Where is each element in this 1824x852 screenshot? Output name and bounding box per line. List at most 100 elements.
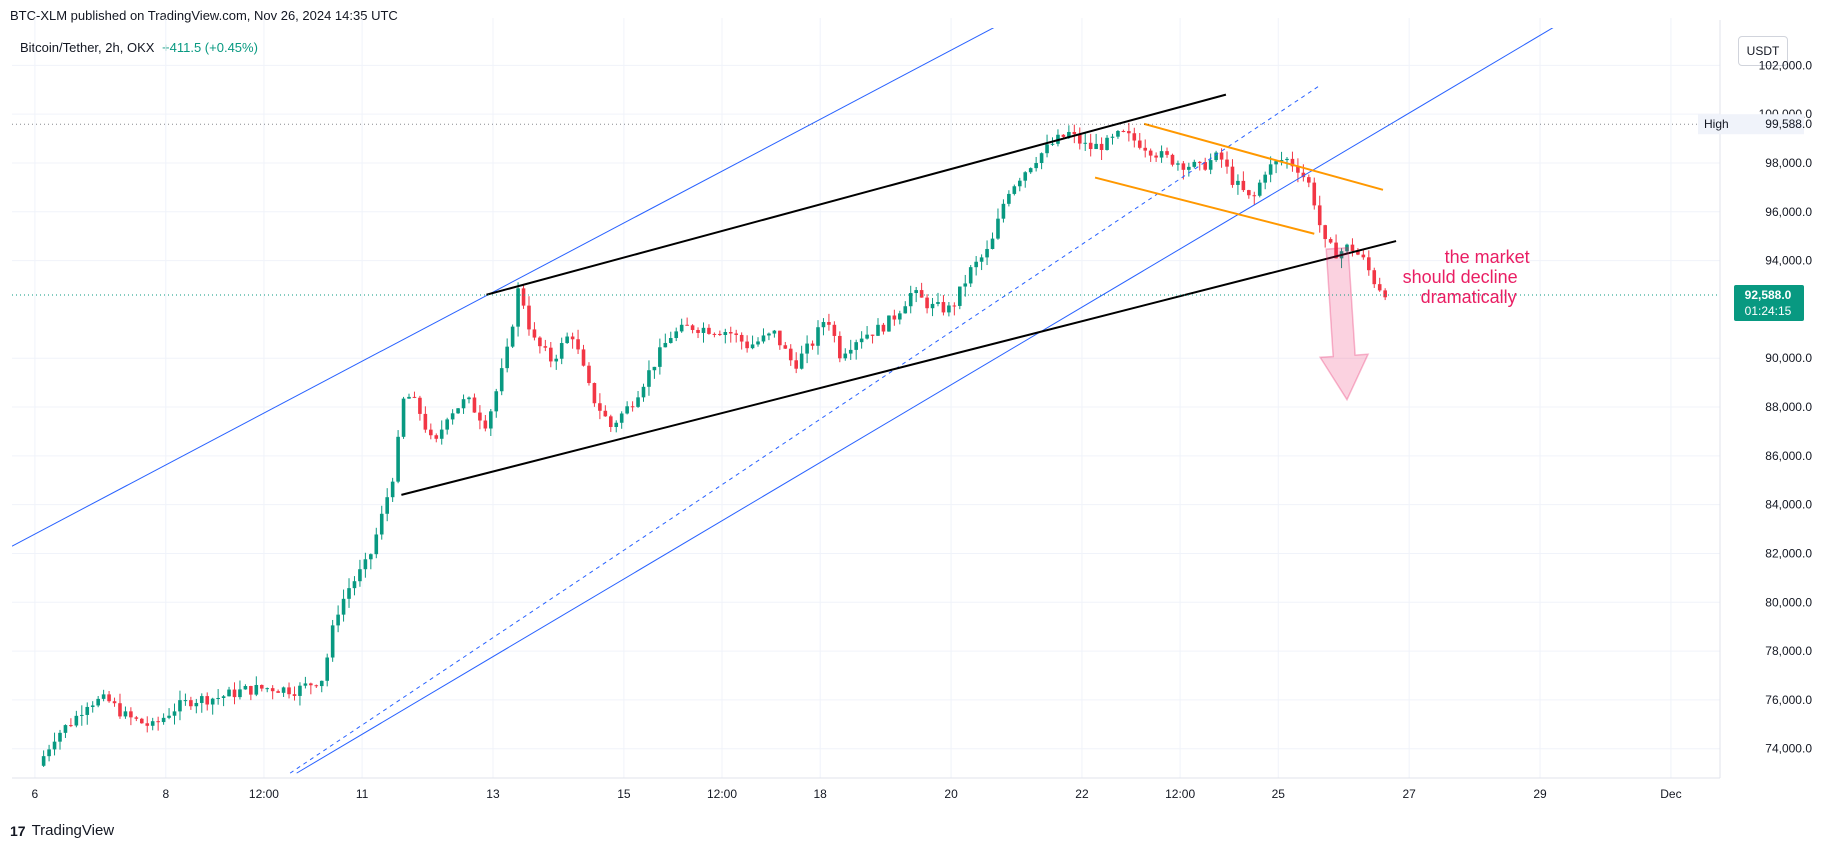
y-tick-label: 90,000.0 xyxy=(1765,351,1812,365)
candle-body xyxy=(439,429,444,439)
candle-body xyxy=(221,696,226,698)
candle-body xyxy=(270,688,275,692)
candle-body xyxy=(1154,155,1158,158)
candle-body xyxy=(1170,154,1175,165)
candle-body xyxy=(292,694,297,696)
candle-body xyxy=(41,756,46,766)
candle-body xyxy=(303,683,308,686)
candle-body xyxy=(1274,161,1278,165)
candle-body xyxy=(172,711,177,716)
candle-body xyxy=(570,336,575,340)
symbol-legend: Bitcoin/Tether, 2h, OKX +411.5 (+0.45%) xyxy=(20,40,258,55)
candle-body xyxy=(483,420,488,429)
candle-body xyxy=(1307,177,1311,183)
candle-body xyxy=(1268,164,1273,175)
candle-body xyxy=(1099,143,1104,150)
candle-body xyxy=(1197,161,1202,163)
candle-body xyxy=(538,337,542,347)
candle-body xyxy=(1083,142,1088,144)
candle-body xyxy=(74,715,79,726)
candle-body xyxy=(559,343,564,359)
candle-body xyxy=(663,342,668,348)
candle-body xyxy=(554,358,559,362)
candle-body xyxy=(352,581,357,589)
candle-body xyxy=(499,368,504,392)
candle-body xyxy=(1301,172,1306,178)
flag-upper-line xyxy=(1143,122,1384,191)
candle-body xyxy=(625,406,629,414)
candles-group xyxy=(12,28,1554,774)
candle-body xyxy=(210,698,215,705)
candle-body xyxy=(1296,166,1300,173)
x-tick-label: 18 xyxy=(814,787,828,800)
candle-body xyxy=(129,711,133,718)
candle-body xyxy=(772,330,777,334)
candle-body xyxy=(456,408,460,414)
candle-body xyxy=(608,416,613,427)
candle-body xyxy=(1377,284,1382,291)
candle-body xyxy=(489,411,493,429)
candle-body xyxy=(90,705,95,707)
candle-body xyxy=(1279,160,1284,162)
candle-body xyxy=(925,297,929,309)
tradingview-logo-icon: 17 xyxy=(10,822,26,839)
x-tick-label: 22 xyxy=(1075,787,1089,800)
channel-lower-line xyxy=(296,28,1554,774)
annotation-line: the market xyxy=(1445,247,1530,267)
y-tick-label: 76,000.0 xyxy=(1765,693,1812,707)
x-tick-label: 15 xyxy=(617,787,631,800)
candle-body xyxy=(309,683,313,686)
candle-body xyxy=(58,732,62,742)
candle-body xyxy=(843,353,848,359)
candle-body xyxy=(1001,203,1006,219)
candle-body xyxy=(1132,133,1137,141)
candle-body xyxy=(614,422,619,427)
candle-body xyxy=(363,559,368,570)
candle-body xyxy=(227,689,231,697)
candle-body xyxy=(1012,186,1017,194)
candle-body xyxy=(652,366,657,371)
candle-body xyxy=(407,396,411,399)
candle-body xyxy=(379,513,384,535)
candle-body xyxy=(778,330,782,346)
last-price-badge xyxy=(1734,285,1804,322)
candle-body xyxy=(1241,180,1246,191)
y-tick-label: 74,000.0 xyxy=(1765,742,1812,756)
candle-body xyxy=(990,238,995,249)
candle-body xyxy=(690,325,695,330)
candle-body xyxy=(658,347,662,367)
candle-body xyxy=(276,691,280,693)
candle-body xyxy=(919,290,924,298)
candle-body xyxy=(434,435,439,439)
candle-body xyxy=(668,338,673,343)
channel-upper-line xyxy=(12,28,995,547)
candle-body xyxy=(1214,152,1218,161)
candle-body xyxy=(936,302,940,304)
candle-body xyxy=(1127,131,1131,134)
candle-body xyxy=(1328,239,1333,243)
candle-body xyxy=(1121,130,1126,132)
decline-arrow-icon xyxy=(1318,246,1370,402)
candle-body xyxy=(139,718,144,724)
candle-body xyxy=(510,326,515,347)
high-marker-value: 99,588.0 xyxy=(1765,117,1812,131)
x-tick-label: 29 xyxy=(1533,787,1547,800)
candle-body xyxy=(1148,150,1153,156)
candle-body xyxy=(1350,244,1355,251)
candle-body xyxy=(810,343,815,346)
candle-body xyxy=(745,341,749,349)
candle-body xyxy=(1023,172,1028,181)
candle-body xyxy=(461,399,466,409)
candle-body xyxy=(249,686,253,695)
candle-body xyxy=(685,324,689,326)
candle-body xyxy=(881,324,886,332)
candle-body xyxy=(1165,151,1169,155)
candle-body xyxy=(1208,160,1213,170)
candle-body xyxy=(238,689,242,698)
candle-body xyxy=(1257,182,1262,196)
candle-body xyxy=(718,333,722,335)
currency-button[interactable]: USDT xyxy=(1738,36,1788,66)
candle-body xyxy=(505,346,509,369)
candle-body xyxy=(52,741,57,750)
